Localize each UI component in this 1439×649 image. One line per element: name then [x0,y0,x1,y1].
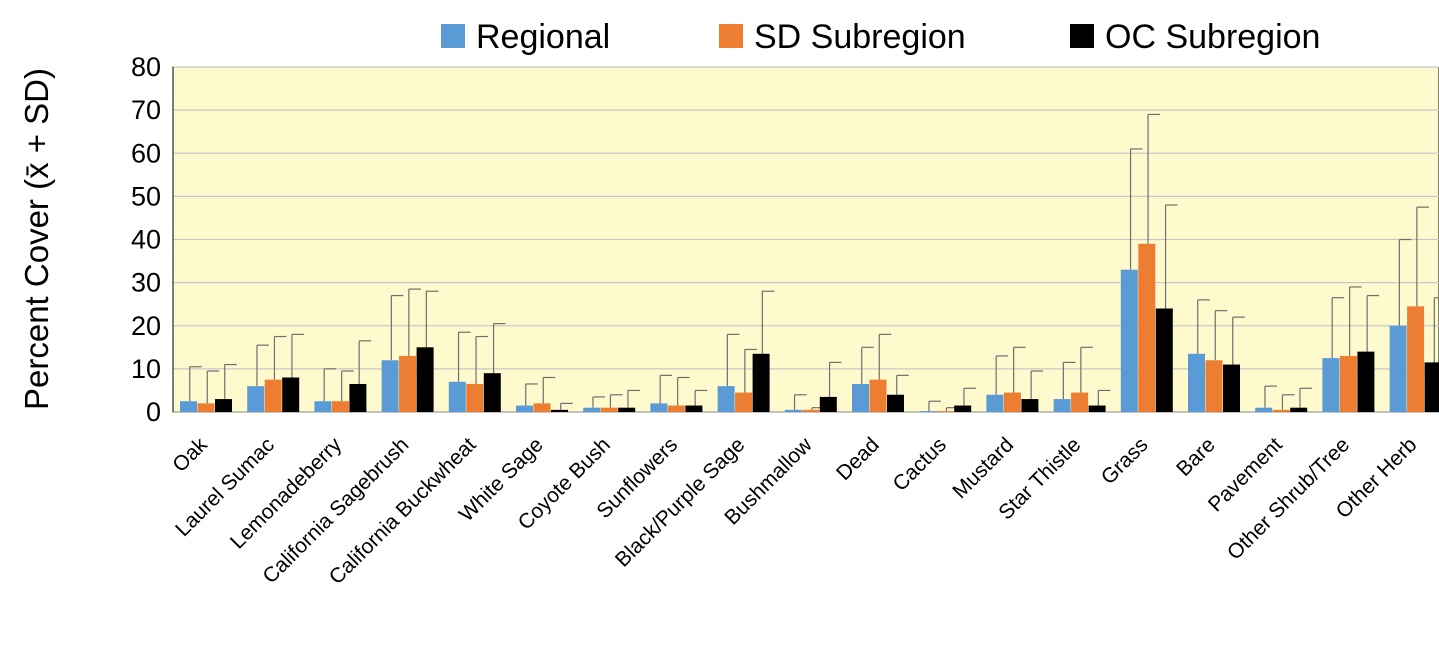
bar [919,411,937,412]
bar [1188,353,1205,412]
bar [583,407,601,412]
bar [1357,351,1375,412]
bar [784,409,802,412]
y-tick-label: 10 [131,354,161,384]
bar [618,407,636,412]
bar [1071,392,1089,412]
bar [869,379,887,412]
bar [416,347,434,412]
y-tick-label: 80 [131,52,161,82]
category-label: Grass [1097,433,1153,489]
category-label: Other Shrub/Tree [1223,433,1354,564]
bars [180,243,1439,412]
category-label: Black/Purple Sage [611,433,749,571]
bar [1021,399,1039,412]
legend: Regional SD Subregion OC Subregion [441,18,1320,56]
bar [516,405,533,412]
bar [1407,306,1425,412]
bar [1339,355,1357,412]
bar [986,394,1004,412]
bar [1389,325,1407,412]
bar [551,409,568,412]
bar [399,355,417,412]
bar [1053,399,1071,412]
y-axis-label: Percent Cover (x̄ + SD) [18,68,55,410]
bar [1120,269,1138,412]
bar [1155,308,1173,412]
category-label: Oak [168,433,212,477]
y-tick-label: 50 [131,181,161,211]
bar [533,403,551,412]
bar [247,386,265,412]
category-label: Mustard [948,433,1018,503]
bar [735,392,753,412]
legend-swatch [441,24,465,48]
bar [954,405,972,412]
legend-label: OC Subregion [1105,18,1320,56]
bar [197,403,215,412]
bar [264,379,282,412]
bar [852,383,869,412]
legend-label: Regional [476,18,610,56]
bar [887,394,904,412]
bar [381,360,399,412]
bar [314,401,332,412]
y-axis-ticks: 0 10 20 30 40 50 60 70 80 [131,52,161,427]
y-tick-label: 60 [131,138,161,168]
bar [448,381,466,412]
bar [1424,362,1439,412]
bar [1255,407,1273,412]
bar [717,386,735,412]
bar [331,401,349,412]
bar [1205,360,1223,412]
bar [650,403,668,412]
y-tick-label: 30 [131,268,161,298]
bar [349,383,367,412]
category-label: Dead [832,433,884,485]
bar [802,409,820,412]
category-label: Cactus [889,433,951,495]
bar [752,353,770,412]
bar [1290,407,1308,412]
bar [819,396,837,412]
bar [282,377,300,412]
bar [936,411,954,412]
bar [215,399,232,412]
error-bars [189,113,1439,412]
y-tick-label: 70 [131,95,161,125]
bar [1003,392,1021,412]
bar [1223,364,1240,412]
bar [1138,243,1156,412]
bar [600,407,618,412]
bar [466,383,484,412]
legend-swatch [719,24,743,48]
y-tick-label: 0 [146,397,161,427]
bar [685,405,703,412]
y-tick-label: 20 [131,311,161,341]
legend-swatch [1070,24,1094,48]
bar [1088,405,1106,412]
y-tick-label: 40 [131,225,161,255]
legend-label: SD Subregion [754,18,966,56]
bar [180,401,197,412]
category-label: Bare [1172,433,1220,481]
bar [667,405,685,412]
bar [483,373,501,412]
bar [1322,358,1340,412]
bar [1272,409,1290,412]
